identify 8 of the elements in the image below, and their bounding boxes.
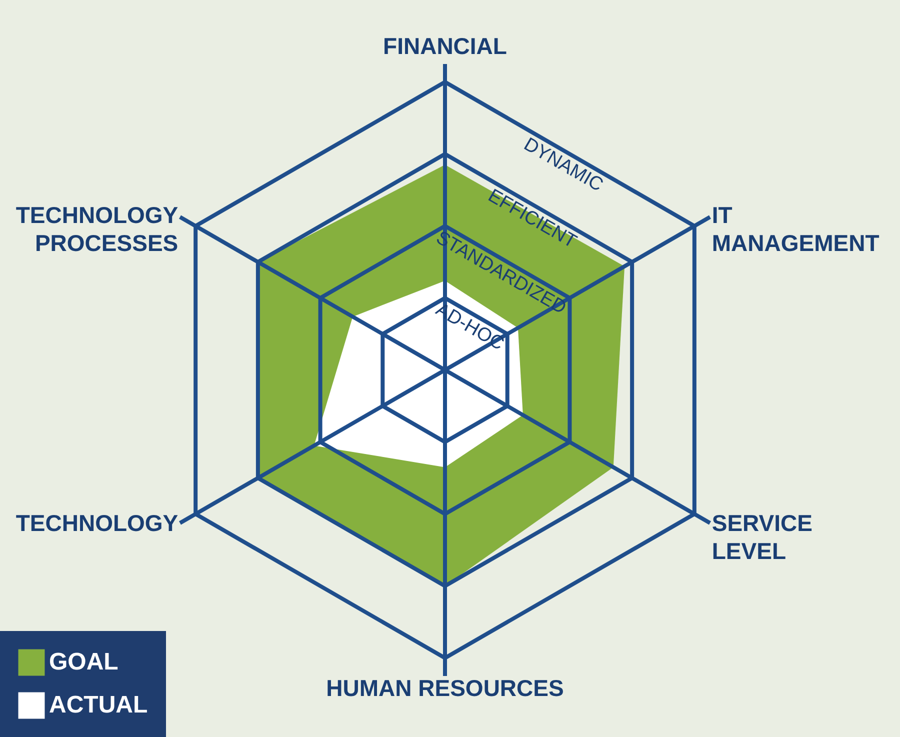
spoke-label: TECHNOLOGY bbox=[16, 510, 178, 536]
spoke-label: FINANCIAL bbox=[383, 32, 507, 59]
legend-label: ACTUAL bbox=[49, 692, 148, 718]
spoke-label: HUMAN RESOURCES bbox=[326, 675, 564, 702]
spoke-label: SERVICE LEVEL bbox=[712, 510, 812, 564]
spoke-label: TECHNOLOGY PROCESSES bbox=[16, 202, 178, 256]
spoke-label: IT MANAGEMENT bbox=[712, 202, 880, 256]
legend-label: GOAL bbox=[49, 648, 118, 676]
